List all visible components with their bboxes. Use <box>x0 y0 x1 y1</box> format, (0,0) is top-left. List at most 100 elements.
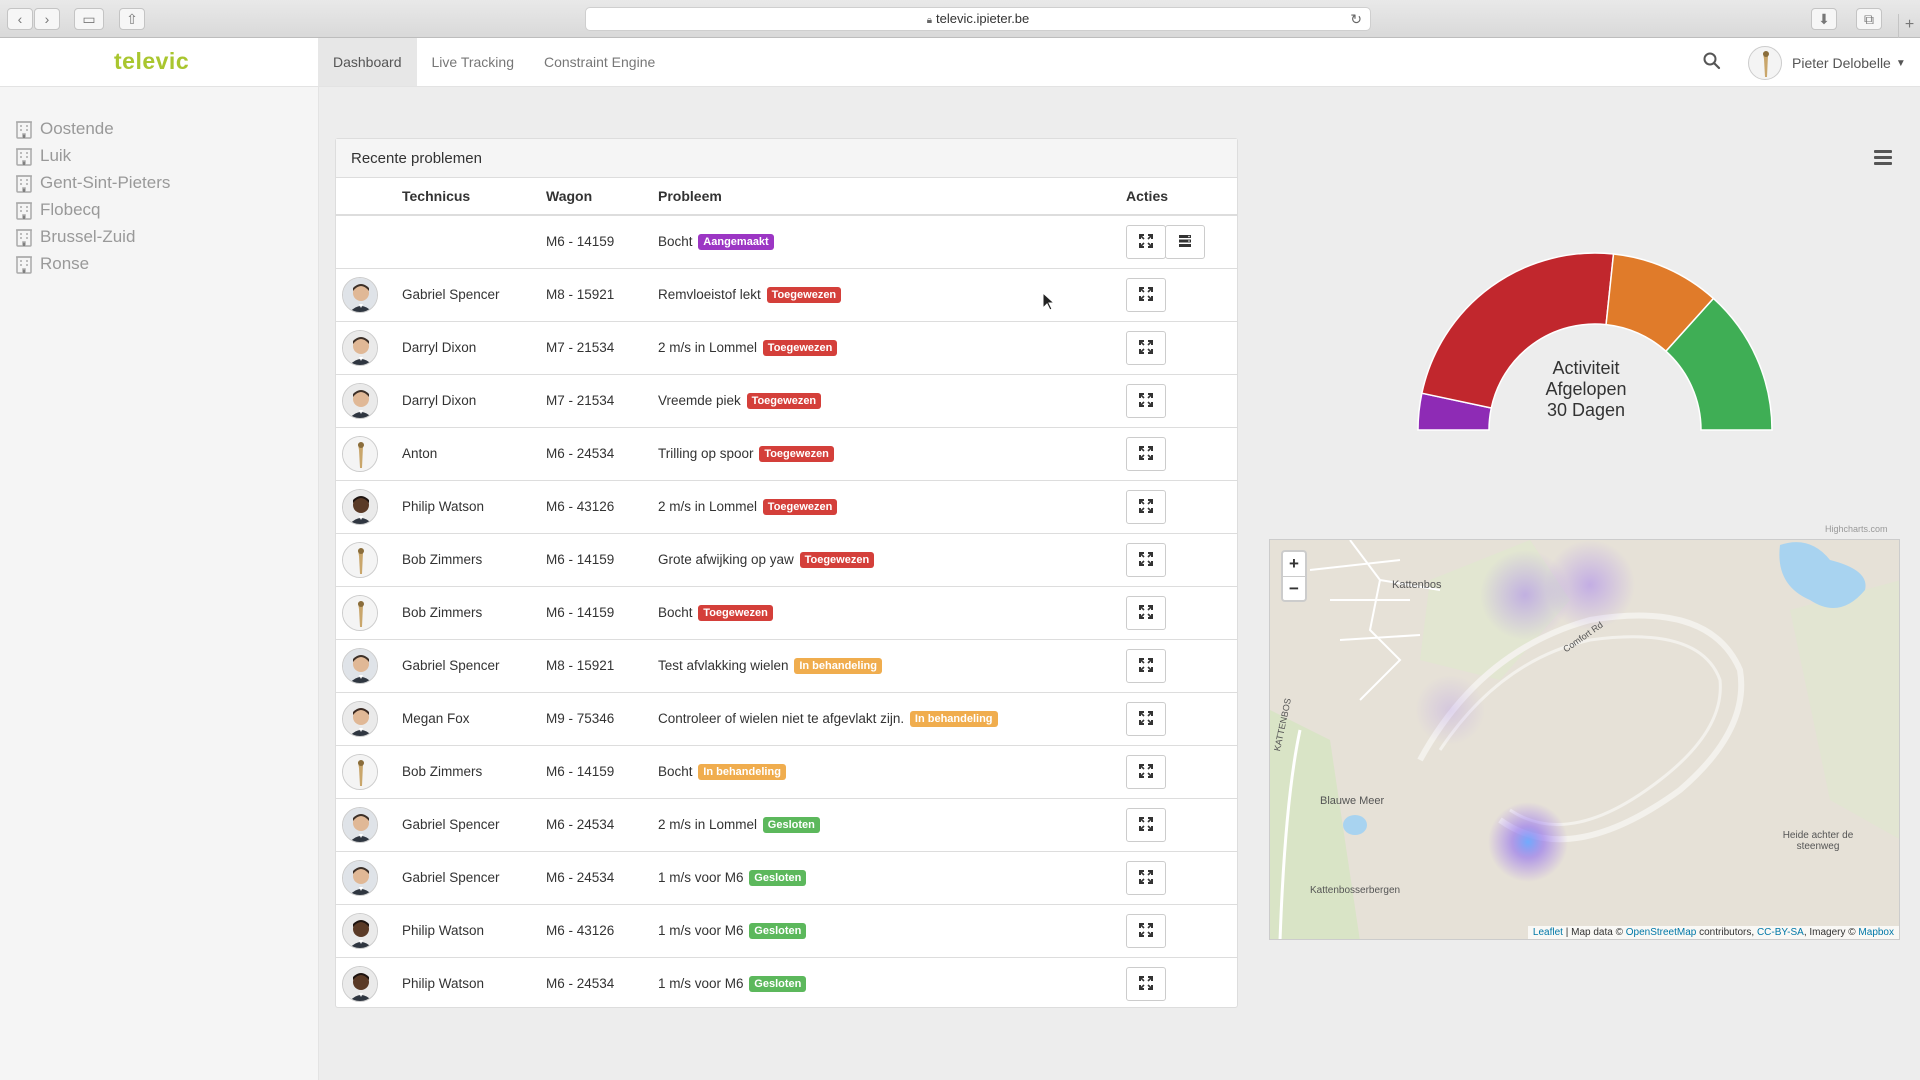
wagon-cell: M8 - 15921 <box>540 267 652 321</box>
assign-button[interactable] <box>1165 224 1205 259</box>
station-list: Oostende Luik Gent-Sint-Pieters Flobecq Brus… <box>0 87 318 277</box>
share-icon[interactable]: ⇧ <box>119 8 145 30</box>
address-bar[interactable]: 🔒︎ televic.ipieter.be ↻ <box>585 7 1371 31</box>
forward-icon[interactable]: › <box>34 8 60 30</box>
table-row[interactable]: Megan Fox M9 - 75346 Controleer of wielen … <box>336 691 1237 745</box>
problem-cell: Bocht Toegewezen <box>652 585 1120 639</box>
expand-button[interactable] <box>1126 277 1166 312</box>
col-avatar <box>336 178 396 216</box>
logo[interactable]: televic <box>114 48 190 74</box>
wagon-cell: M6 - 24534 <box>540 426 652 480</box>
building-icon <box>16 255 32 274</box>
gauge-slice-4[interactable] <box>1664 297 1773 431</box>
nav-constraint-engine[interactable]: Constraint Engine <box>543 54 656 70</box>
wagon-cell: M6 - 14159 <box>540 585 652 639</box>
avatar <box>342 276 378 313</box>
table-row[interactable]: Gabriel Spencer M6 - 24534 1 m/s voor M6 G… <box>336 850 1237 904</box>
avatar <box>342 806 378 843</box>
license-link[interactable]: CC-BY-SA <box>1756 927 1804 938</box>
sidebar-item-oostende[interactable]: Oostende <box>0 115 318 142</box>
leaflet-link[interactable]: Leaflet <box>1532 927 1563 938</box>
table-row[interactable]: Darryl Dixon M7 - 21534 Vreemde piek Toege… <box>336 373 1237 427</box>
sidebar-item-gent-sint-pieters[interactable]: Gent-Sint-Pieters <box>0 169 318 196</box>
expand-button[interactable] <box>1126 807 1166 842</box>
table-row[interactable]: Bob Zimmers M6 - 14159 Bocht In behandelin… <box>336 744 1237 798</box>
building-icon <box>16 147 32 166</box>
sidebar-item-label: Brussel-Zuid <box>40 226 136 246</box>
user-menu[interactable]: Pieter Delobelle ▼ <box>1748 45 1906 81</box>
map-label-kattenbos: Kattenbos <box>1392 579 1442 591</box>
actions-cell <box>1120 638 1237 692</box>
wagon-cell: M7 - 21534 <box>540 320 652 374</box>
sidebar-item-flobecq[interactable]: Flobecq <box>0 196 318 223</box>
technician-cell: Darryl Dixon <box>396 373 540 427</box>
expand-icon <box>1139 339 1153 354</box>
new-tab-icon[interactable]: + <box>1898 14 1920 38</box>
mouse-cursor-icon <box>1042 292 1056 311</box>
expand-icon <box>1139 233 1153 248</box>
sidebar-item-ronse[interactable]: Ronse <box>0 250 318 277</box>
actions-cell <box>1120 320 1237 374</box>
avatar <box>342 382 378 419</box>
sidebar-item-brussel-zuid[interactable]: Brussel-Zuid <box>0 223 318 250</box>
table-row[interactable]: Philip Watson M6 - 43126 2 m/s in Lommel T… <box>336 479 1237 533</box>
avatar <box>342 700 378 737</box>
problem-cell: Vreemde piek Toegewezen <box>652 373 1120 427</box>
problem-cell: Controleer of wielen niet te afgevlakt z… <box>652 691 1120 745</box>
expand-button[interactable] <box>1126 966 1166 1001</box>
highcharts-credit[interactable]: Highcharts.com <box>1825 524 1888 534</box>
expand-button[interactable] <box>1126 595 1166 630</box>
expand-button[interactable] <box>1126 860 1166 895</box>
nav-live-tracking[interactable]: Live Tracking <box>431 54 514 70</box>
expand-button[interactable] <box>1126 913 1166 948</box>
table-row[interactable]: M6 - 14159 Bocht Aangemaakt <box>336 215 1237 268</box>
table-row[interactable]: Philip Watson M6 - 43126 1 m/s voor M6 Ges… <box>336 903 1237 957</box>
table-row[interactable]: Darryl Dixon M7 - 21534 2 m/s in Lommel To… <box>336 320 1237 374</box>
table-row[interactable]: Philip Watson M6 - 24534 1 m/s voor M6 Ges… <box>336 956 1237 1010</box>
sidebar-toggle-icon[interactable]: ▭ <box>74 8 104 30</box>
problem-cell: Bocht In behandeling <box>652 744 1120 798</box>
problem-text: 1 m/s voor M6 <box>658 869 744 885</box>
expand-button[interactable] <box>1126 330 1166 365</box>
zoom-in-button[interactable]: + <box>1289 554 1299 573</box>
expand-button[interactable] <box>1126 489 1166 524</box>
table-row[interactable]: Bob Zimmers M6 - 14159 Grote afwijking op … <box>336 532 1237 586</box>
actions-cell <box>1120 797 1237 851</box>
table-row[interactable]: Gabriel Spencer M8 - 15921 Remvloeistof le… <box>336 267 1237 321</box>
table-row[interactable]: Gabriel Spencer M8 - 15921 Test afvlakking… <box>336 638 1237 692</box>
nav-dashboard[interactable]: Dashboard <box>318 38 417 86</box>
table-row[interactable]: Bob Zimmers M6 - 14159 Bocht Toegewezen <box>336 585 1237 639</box>
problem-text: Bocht <box>658 604 693 620</box>
expand-button[interactable] <box>1126 224 1166 259</box>
caret-down-icon: ▼ <box>1895 57 1906 69</box>
reload-icon[interactable]: ↻ <box>1350 11 1362 27</box>
expand-button[interactable] <box>1126 542 1166 577</box>
expand-button[interactable] <box>1126 648 1166 683</box>
table-row[interactable]: Gabriel Spencer M6 - 24534 2 m/s in Lommel… <box>336 797 1237 851</box>
problem-cell: Grote afwijking op yaw Toegewezen <box>652 532 1120 586</box>
expand-button[interactable] <box>1126 754 1166 789</box>
back-icon[interactable]: ‹ <box>7 8 33 30</box>
problem-cell: Bocht Aangemaakt <box>652 215 1120 268</box>
expand-button[interactable] <box>1126 383 1166 418</box>
wagon-cell: M6 - 43126 <box>540 903 652 957</box>
search-icon[interactable] <box>1702 51 1722 71</box>
avatar-cell <box>336 850 396 904</box>
wagon-cell: M6 - 14159 <box>540 532 652 586</box>
expand-button[interactable] <box>1126 701 1166 736</box>
heat-map[interactable]: Kattenbos Blauwe Meer Heide achter de st… <box>1269 539 1900 940</box>
sidebar-item-label: Oostende <box>40 118 114 138</box>
sidebar-item-luik[interactable]: Luik <box>0 142 318 169</box>
tabs-icon[interactable]: ⧉ <box>1856 8 1882 30</box>
chart-menu-icon[interactable] <box>1874 150 1892 165</box>
gauge-slice-2[interactable] <box>1420 252 1615 409</box>
avatar-cell <box>336 267 396 321</box>
downloads-icon[interactable]: ⬇ <box>1811 8 1837 30</box>
technician-cell: Gabriel Spencer <box>396 638 540 692</box>
expand-button[interactable] <box>1126 436 1166 471</box>
osm-link[interactable]: OpenStreetMap <box>1625 927 1697 938</box>
col-technicus: Technicus <box>396 178 540 216</box>
mapbox-link[interactable]: Mapbox <box>1858 927 1894 938</box>
zoom-out-button[interactable]: − <box>1283 576 1305 600</box>
table-row[interactable]: Anton M6 - 24534 Trilling op spoor Toegewe… <box>336 426 1237 480</box>
